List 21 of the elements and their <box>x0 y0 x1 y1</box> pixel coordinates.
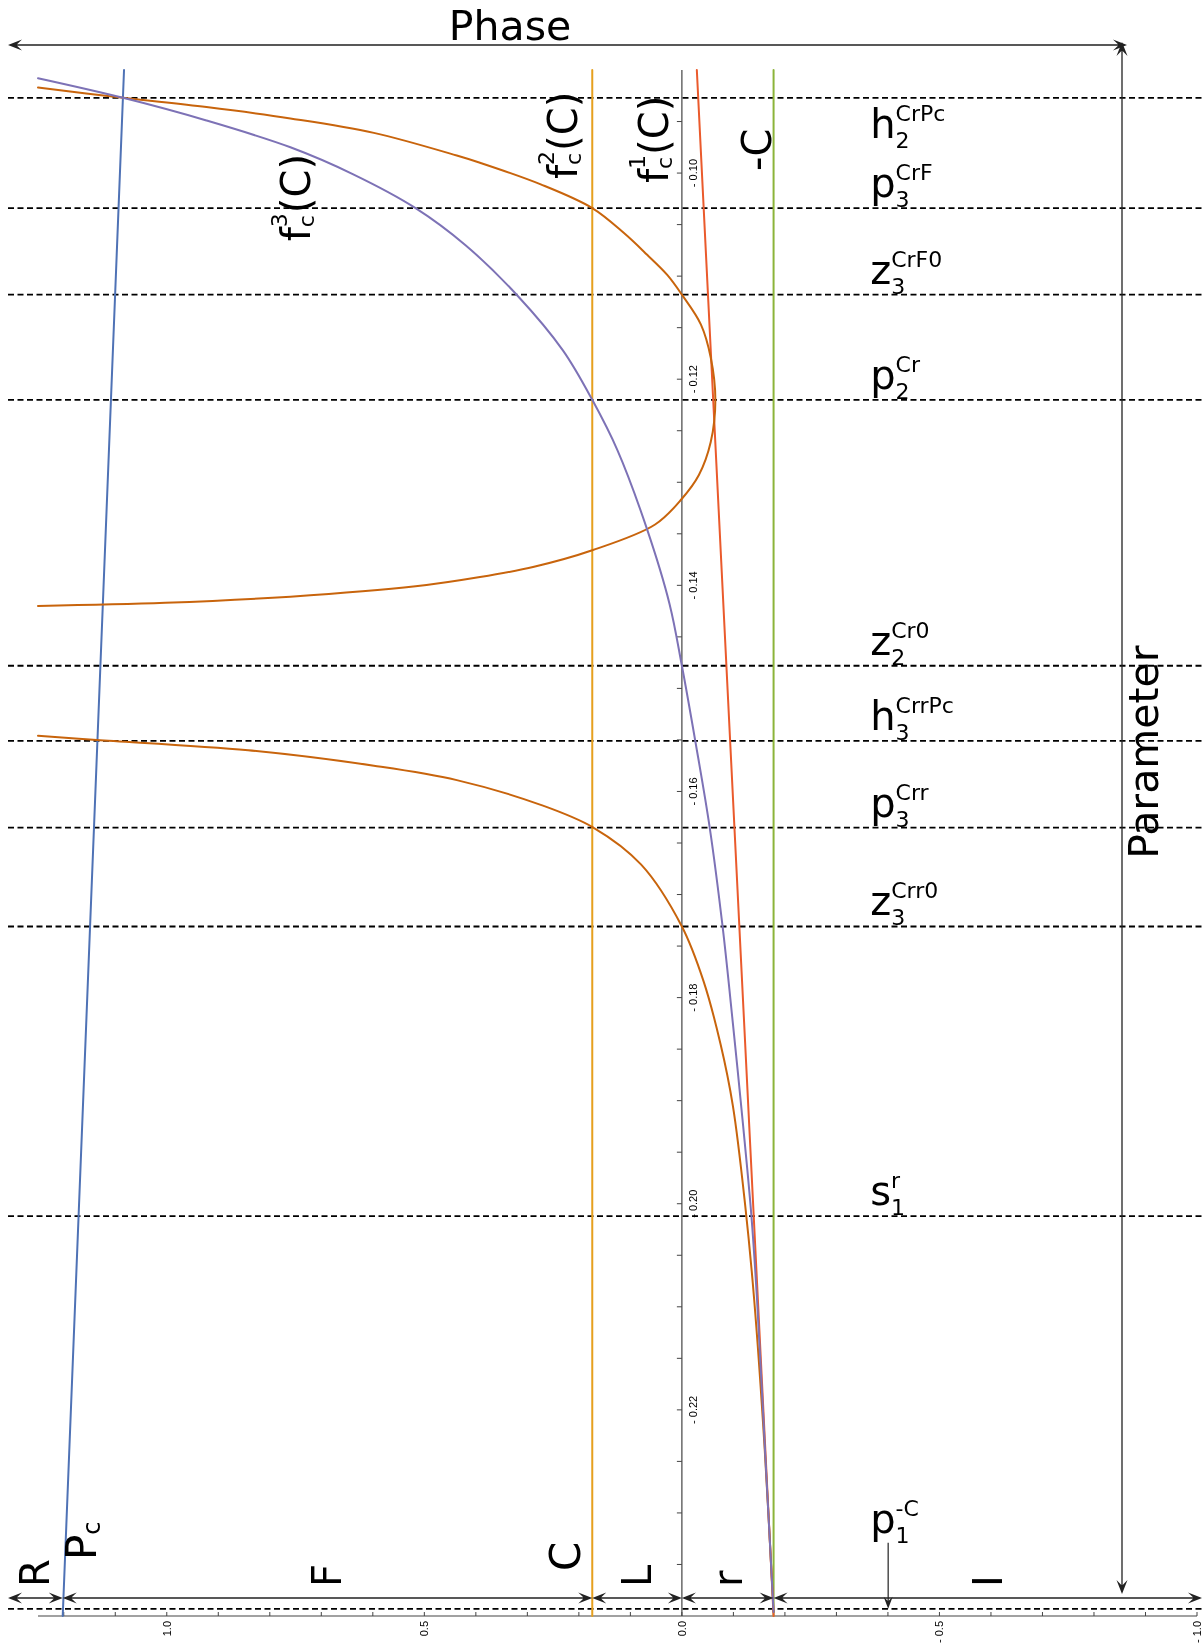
y-tick-label: - 0.22 <box>686 1395 699 1424</box>
y-tick-label: - 0.10 <box>686 159 699 188</box>
x-axis-title: Phase <box>448 2 572 50</box>
y-tick-label: - 0.18 <box>686 983 699 1012</box>
x-tick-label: 0.5 <box>418 1621 431 1637</box>
text: -C <box>733 128 780 171</box>
annotation: R <box>12 1559 59 1587</box>
annotation: F <box>304 1563 351 1587</box>
annotation: I <box>964 1575 1011 1587</box>
y-tick-label: - 0.16 <box>686 777 699 806</box>
annotation: L <box>614 1564 661 1587</box>
annotation: r <box>704 1570 751 1587</box>
x-tick-label: 0.0 <box>675 1621 688 1637</box>
y-tick-label: - 0.14 <box>686 571 699 600</box>
y-tick-label: - 0.20 <box>686 1189 699 1218</box>
y-tick-label: - 0.12 <box>686 365 699 394</box>
x-tick-label: 1.0 <box>160 1621 173 1637</box>
text: C <box>540 1541 590 1571</box>
y-axis-title: Parameter <box>1120 645 1168 859</box>
x-tick-label: - 1.0 <box>1191 1621 1202 1644</box>
x-tick-label: - 0.5 <box>933 1621 946 1644</box>
